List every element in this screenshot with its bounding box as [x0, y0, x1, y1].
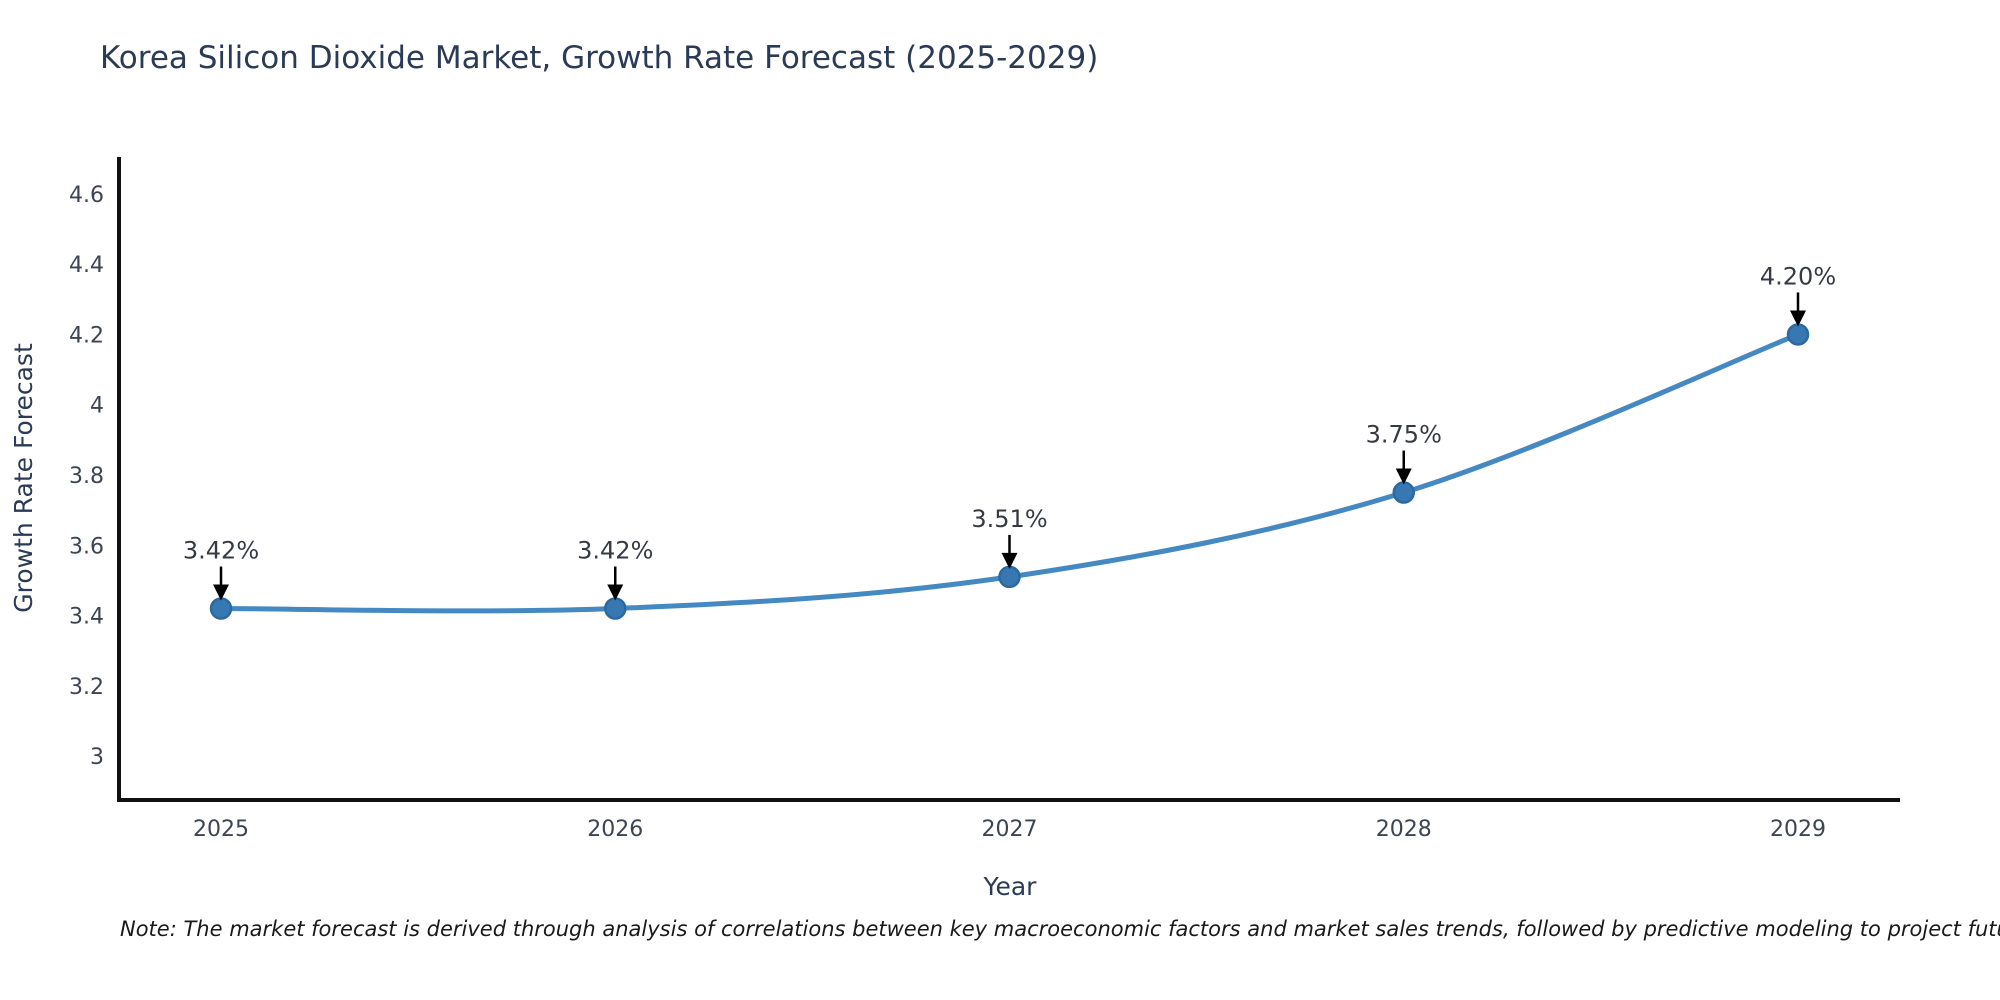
point-annotations: 3.42% 3.42% 3.51% 3.75% 4.20% [183, 262, 1836, 601]
annotation-arrow-head [1001, 552, 1018, 569]
data-point-2027 [998, 565, 1021, 589]
data-point-2025 [209, 597, 233, 620]
y-tick-label: 3 [90, 745, 104, 770]
annotation-arrow-head [1395, 468, 1412, 485]
data-point-2028 [1392, 481, 1415, 504]
annotation-label: 3.42% [183, 537, 259, 565]
y-tick-label: 4.2 [69, 323, 104, 348]
annotation-arrow-head [1790, 310, 1806, 327]
annotation-arrow-head [607, 584, 624, 601]
annotation-label: 3.42% [577, 537, 653, 565]
data-series [209, 323, 1810, 620]
x-tick-label: 2027 [982, 817, 1038, 842]
annotation-label: 4.20% [1760, 262, 1836, 290]
data-point-2029 [1786, 323, 1810, 346]
y-tick-label: 3.8 [69, 464, 104, 489]
y-tick-label: 4.4 [69, 253, 104, 278]
data-point-2026 [604, 597, 627, 620]
y-axis-tick-labels: 3 3.2 3.4 3.6 3.8 4 4.2 4.4 4.6 [69, 183, 104, 770]
y-tick-label: 4 [90, 394, 104, 419]
y-tick-label: 3.6 [69, 534, 104, 559]
x-axis-tick-labels: 2025 2026 2027 2028 2029 [193, 817, 1826, 842]
annotation-label: 3.75% [1366, 421, 1442, 449]
y-tick-label: 3.4 [69, 605, 104, 630]
y-tick-label: 3.2 [69, 675, 104, 700]
y-axis-title: Growth Rate Forecast [9, 343, 38, 613]
annotation-label: 3.51% [971, 505, 1047, 533]
x-tick-label: 2028 [1376, 817, 1432, 842]
x-tick-label: 2025 [193, 817, 249, 842]
annotation-arrow-head [213, 584, 229, 601]
chart-title: Korea Silicon Dioxide Market, Growth Rat… [100, 40, 1099, 76]
x-axis-title: Year [983, 872, 1038, 901]
x-tick-label: 2029 [1770, 817, 1826, 842]
footnote: Note: The market forecast is derived thr… [120, 917, 2000, 941]
y-tick-label: 4.6 [69, 183, 104, 208]
x-tick-label: 2026 [587, 817, 643, 842]
